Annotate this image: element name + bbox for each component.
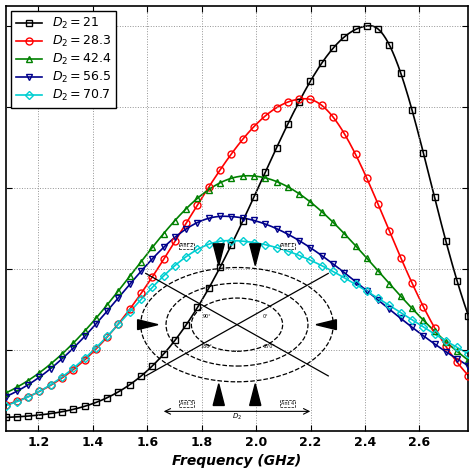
- X-axis label: Frequency (GHz): Frequency (GHz): [173, 455, 301, 468]
- Legend: $D_2 = 21$, $D_2 = 28.3$, $D_2 = 42.4$, $D_2 = 56.5$, $D_2 = 70.7$: $D_2 = 21$, $D_2 = 28.3$, $D_2 = 42.4$, …: [11, 11, 116, 108]
